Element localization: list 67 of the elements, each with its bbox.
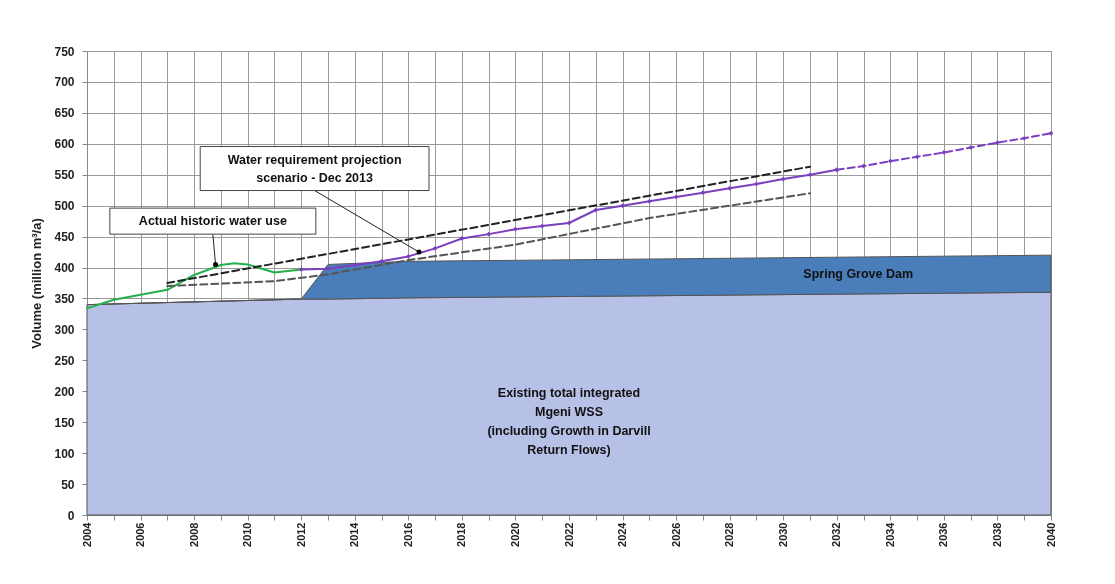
y-tick-label: 550 <box>54 168 75 183</box>
x-tick-label: 2008 <box>187 522 200 547</box>
y-tick-label: 300 <box>54 322 75 337</box>
x-tick-label: 2030 <box>776 522 789 547</box>
point <box>646 198 652 204</box>
point <box>780 176 786 182</box>
x-tick-label: 2012 <box>294 522 307 547</box>
point <box>379 259 384 264</box>
y-tick-label: 200 <box>54 384 75 399</box>
point <box>513 226 518 232</box>
y-tick-label: 50 <box>61 477 75 492</box>
x-tick-label: 2006 <box>134 522 147 547</box>
point <box>298 267 304 272</box>
y-tick-label: 450 <box>54 230 75 245</box>
x-tick-label: 2022 <box>562 522 575 547</box>
y-tick-label: 650 <box>54 106 75 121</box>
point <box>727 186 733 191</box>
point <box>995 140 1000 145</box>
x-tick-label: 2034 <box>883 521 896 547</box>
point <box>620 203 625 209</box>
series-label: Spring Grove Dam <box>803 266 914 281</box>
x-tick-label: 2040 <box>1044 522 1057 547</box>
point <box>1021 135 1027 141</box>
y-tick-label: 700 <box>54 75 75 90</box>
annotation: Actual historic water use <box>138 214 287 229</box>
x-tick-label: 2018 <box>455 522 468 547</box>
annotation: Water requirement projection scenario - Dec 2013 <box>227 152 402 185</box>
point <box>673 194 679 200</box>
x-tick-label: 2010 <box>241 522 254 547</box>
line-series <box>86 262 303 310</box>
y-tick-label: 150 <box>54 415 75 430</box>
y-tick-label: 0 <box>67 508 75 523</box>
x-tick-label: 2028 <box>723 522 736 547</box>
point <box>914 154 920 160</box>
x-tick-label: 2014 <box>348 521 361 547</box>
x-tick-label: 2032 <box>830 522 843 547</box>
point <box>700 190 706 196</box>
y-tick-label: 750 <box>54 44 75 59</box>
point <box>432 246 438 251</box>
y-tick-label: 100 <box>54 446 75 461</box>
point <box>593 207 599 213</box>
point <box>968 145 974 150</box>
point <box>566 220 572 226</box>
point <box>941 150 947 155</box>
point <box>539 223 545 229</box>
point <box>459 236 465 241</box>
x-tick-label: 2038 <box>990 522 1003 547</box>
point <box>1048 130 1054 136</box>
y-axis-title: Volume (million m³/a) <box>29 218 45 349</box>
x-tick-label: 2020 <box>508 522 521 547</box>
x-tick-label: 2004 <box>80 521 93 547</box>
point <box>887 158 893 164</box>
point <box>325 266 331 272</box>
series-label: Existing total integrated Mgeni WSS (including Growth in Darvill Return Flows) <box>487 386 651 457</box>
y-tick-label: 350 <box>54 291 75 306</box>
y-tick-label: 500 <box>54 199 75 214</box>
y-tick-label: 250 <box>54 353 75 368</box>
y-tick-label: 400 <box>54 261 75 276</box>
point <box>352 262 358 268</box>
point <box>405 254 411 259</box>
x-tick-label: 2024 <box>616 521 629 547</box>
y-tick-label: 600 <box>54 137 75 152</box>
x-tick-label: 2036 <box>937 522 950 547</box>
point <box>807 172 813 178</box>
point <box>486 231 492 237</box>
x-tick-label: 2016 <box>401 522 414 547</box>
x-tick-label: 2026 <box>669 522 682 547</box>
